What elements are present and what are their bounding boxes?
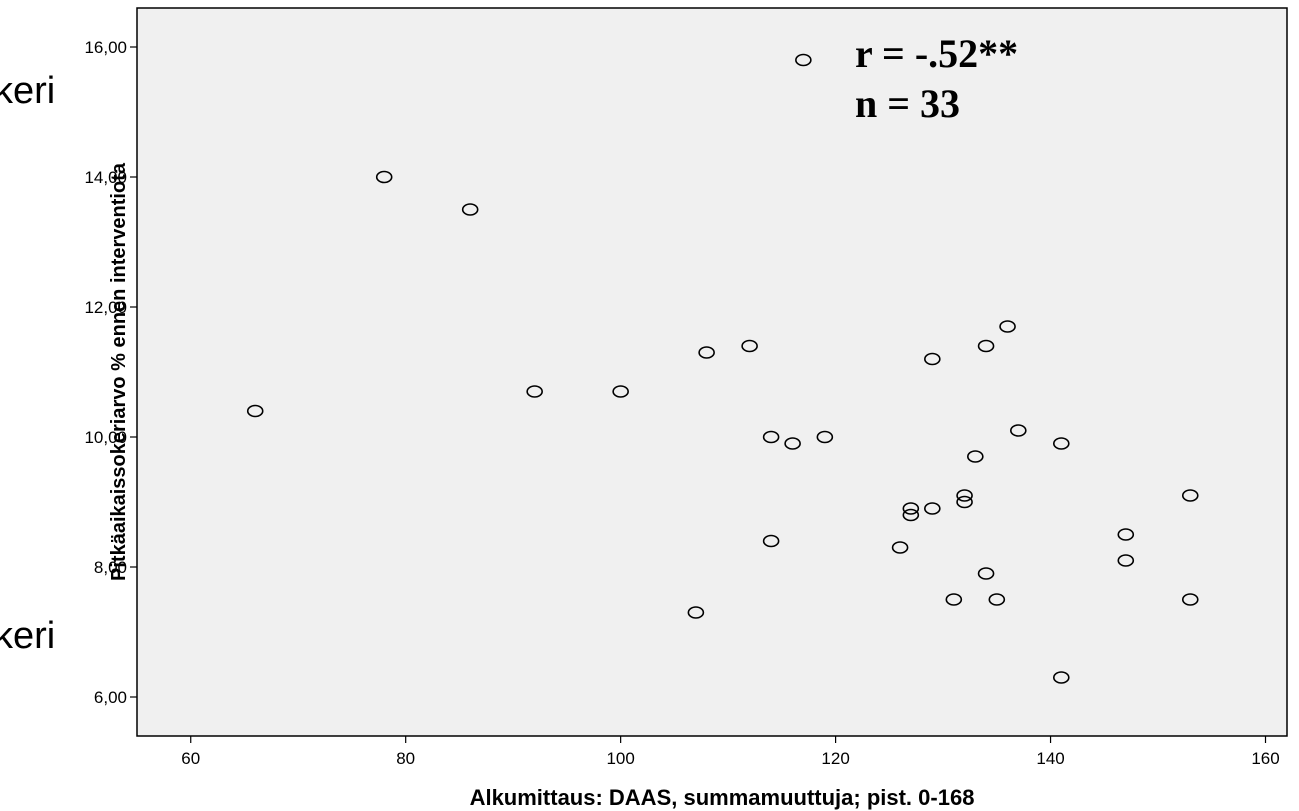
x-tick-label: 140 xyxy=(1036,749,1064,768)
data-points xyxy=(246,53,1199,684)
x-tick-label: 120 xyxy=(821,749,849,768)
x-tick-label: 160 xyxy=(1251,749,1279,768)
y-axis: 6,00 8,00 10,00 12,00 14,00 16,00 xyxy=(84,38,137,707)
data-point xyxy=(1181,489,1199,502)
background-fragment-top: keri xyxy=(0,70,56,112)
data-point xyxy=(612,385,629,398)
data-point xyxy=(902,508,920,522)
data-point xyxy=(891,541,909,554)
data-point xyxy=(1052,671,1070,684)
data-point xyxy=(784,437,801,450)
sample-size-annotation: n = 33 xyxy=(855,81,961,126)
data-point xyxy=(762,430,780,444)
data-point xyxy=(762,534,780,548)
data-point xyxy=(967,450,984,463)
y-tick-label: 8,00 xyxy=(94,558,127,577)
data-point xyxy=(816,430,834,444)
data-point xyxy=(1010,424,1027,437)
data-point xyxy=(988,593,1006,606)
y-axis-title: Pitkäaikaissokeriarvo % ennen interventi… xyxy=(108,163,130,581)
data-point xyxy=(375,170,393,184)
data-point xyxy=(1052,437,1070,450)
data-point xyxy=(246,404,264,418)
data-point xyxy=(945,593,963,606)
y-tick-label: 14,00 xyxy=(84,168,127,187)
data-point xyxy=(924,352,941,366)
x-tick-label: 100 xyxy=(606,749,634,768)
correlation-annotation: r = -.52** xyxy=(855,31,1019,76)
x-axis-title: Alkumittaus: DAAS, summamuuttuja; pist. … xyxy=(469,785,975,810)
data-point xyxy=(526,385,543,398)
y-tick-label: 12,00 xyxy=(84,298,127,317)
y-tick-label: 10,00 xyxy=(84,428,127,447)
data-point xyxy=(999,320,1016,333)
data-point xyxy=(977,339,995,353)
plot-area xyxy=(136,7,1288,737)
data-point xyxy=(741,339,758,353)
x-axis: 60 80 100 120 140 160 xyxy=(181,736,1280,768)
data-point xyxy=(1181,593,1199,606)
x-tick-label: 80 xyxy=(396,749,415,768)
data-point xyxy=(902,502,920,515)
data-point xyxy=(461,203,479,216)
data-point xyxy=(924,502,941,515)
data-point xyxy=(1117,528,1135,541)
data-point xyxy=(687,606,705,619)
data-point xyxy=(977,567,995,580)
y-tick-label: 16,00 xyxy=(84,38,127,57)
x-tick-label: 60 xyxy=(181,749,200,768)
data-point xyxy=(698,346,715,359)
data-point xyxy=(1117,554,1135,567)
data-point xyxy=(956,489,973,502)
data-point xyxy=(956,495,973,509)
data-point xyxy=(795,53,812,67)
y-tick-label: 6,00 xyxy=(94,688,127,707)
background-fragment-bottom: keri xyxy=(0,615,56,657)
